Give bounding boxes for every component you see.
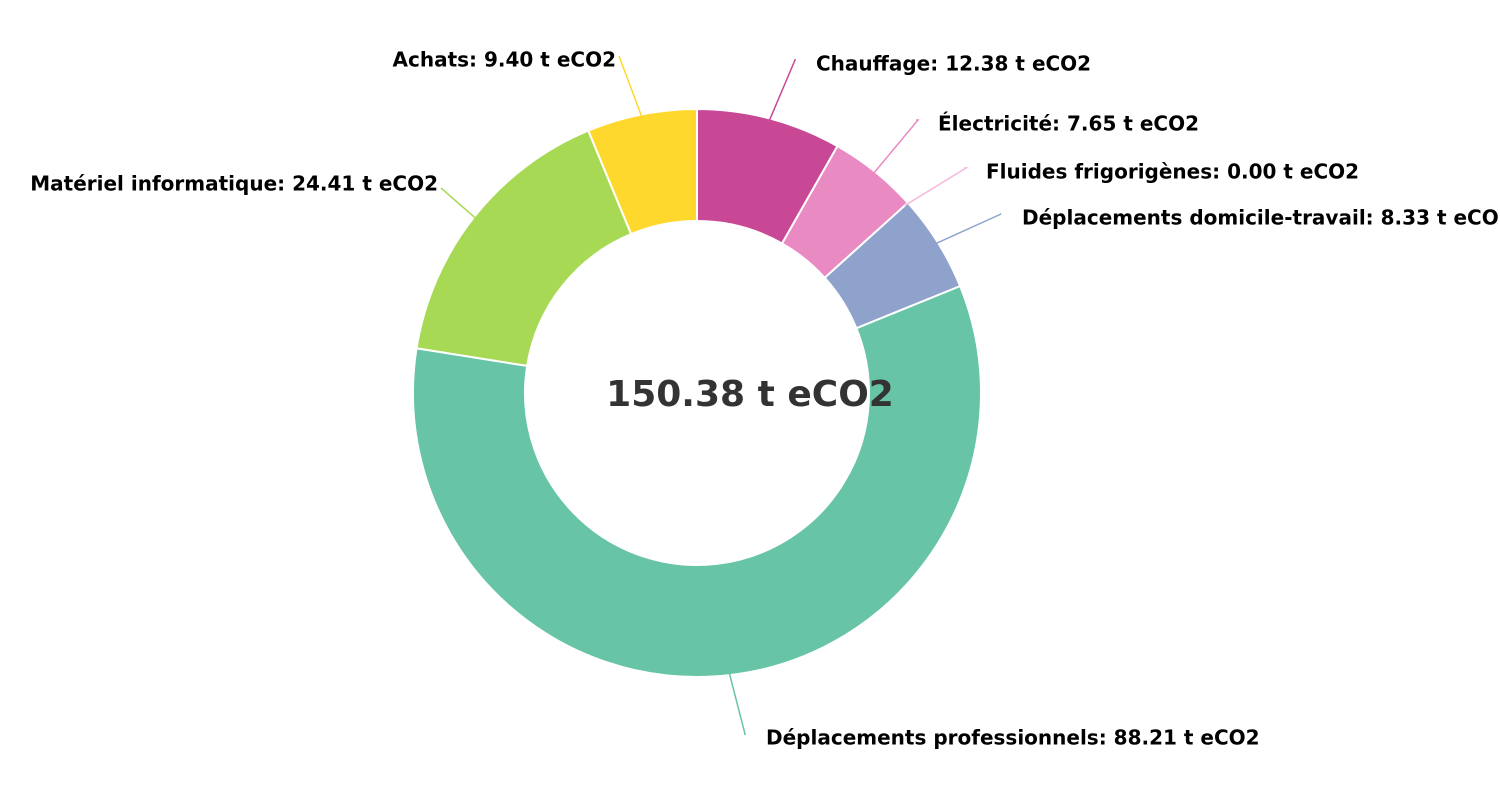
label--lectricit-: Électricité: 7.65 t eCO2 (938, 112, 1199, 136)
slice-d-placements-professionnels[interactable] (412, 284, 982, 678)
label-d-placements-professionnels: Déplacements professionnels: 88.21 t eCO… (766, 726, 1260, 750)
slice-achats[interactable] (586, 107, 698, 236)
connector--lectricit- (871, 119, 920, 176)
slice-labels: Chauffage: 12.38 t eCO2 Électricité: 7.65… (30, 48, 1500, 750)
connector-achats (618, 55, 644, 119)
connector-mat-riel-informatique (440, 187, 478, 221)
connector-chauffage (767, 59, 797, 123)
label-connectors (440, 55, 1002, 735)
label-mat-riel-informatique: Matériel informatique: 24.41 t eCO2 (30, 172, 438, 196)
label-achats: Achats: 9.40 t eCO2 (393, 48, 617, 72)
center-total-label: 150.38 t eCO2 (606, 374, 894, 415)
label-d-placements-domicile-travail: Déplacements domicile-travail: 8.33 t eC… (1022, 206, 1500, 230)
donut-slices (412, 107, 982, 678)
label-chauffage: Chauffage: 12.38 t eCO2 (816, 52, 1091, 76)
connector-d-placements-professionnels (728, 670, 746, 735)
connector-fluides-frigorig-nes (904, 167, 969, 207)
label-fluides-frigorig-nes: Fluides frigorigènes: 0.00 t eCO2 (986, 160, 1359, 184)
slice-mat-riel-informatique[interactable] (415, 129, 633, 368)
connector-d-placements-domicile-travail (933, 213, 1002, 245)
